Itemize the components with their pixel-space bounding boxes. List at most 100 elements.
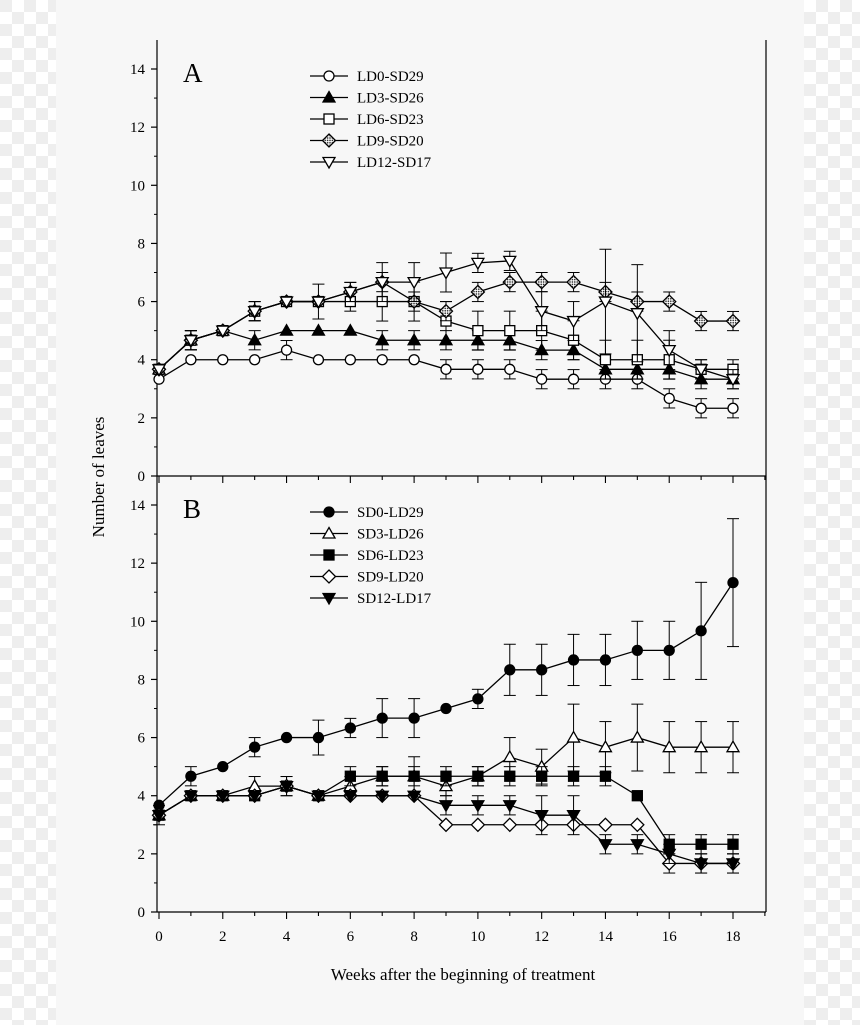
data-point xyxy=(440,363,452,375)
data-point xyxy=(151,364,167,377)
data-point xyxy=(695,838,707,850)
legend-marker xyxy=(321,569,337,584)
data-point xyxy=(502,749,517,763)
data-point xyxy=(438,267,454,280)
data-point xyxy=(534,274,550,290)
y-tick-label: 8 xyxy=(138,672,146,688)
data-point xyxy=(472,770,484,782)
legend-label: LD6-SD23 xyxy=(357,112,424,128)
data-point xyxy=(249,354,261,366)
legend-label: LD9-SD20 xyxy=(357,134,424,150)
data-point xyxy=(470,257,486,271)
y-tick-label: 14 xyxy=(130,498,146,514)
data-point xyxy=(312,354,325,366)
legend-label: LD12-SD17 xyxy=(357,155,432,171)
data-point xyxy=(599,354,612,366)
legend-marker xyxy=(323,113,335,125)
legend-label: LD0-SD29 xyxy=(357,69,424,85)
data-point xyxy=(375,790,390,804)
data-point xyxy=(630,839,645,852)
data-point xyxy=(567,770,580,782)
data-point xyxy=(438,800,454,813)
x-tick-label: 16 xyxy=(662,929,678,945)
data-point xyxy=(343,323,358,336)
data-point xyxy=(247,332,262,346)
legend-marker xyxy=(321,592,337,606)
legend-label: SD9-LD20 xyxy=(357,570,424,586)
data-point xyxy=(630,730,645,743)
data-point xyxy=(598,296,613,309)
legend-marker xyxy=(323,549,335,561)
data-point xyxy=(725,374,741,387)
legend: SD0-LD29 SD3-LD26 SD6-LD23 SD9-LD20 SD12-LD1… xyxy=(310,505,432,607)
data-point xyxy=(567,654,580,666)
panel-a: 0 2 4 6 8 10 12 14 A LD0-SD29 LD3-SD26 LD6-SD23 LD9-… xyxy=(130,40,767,485)
legend-marker xyxy=(321,133,337,148)
data-point xyxy=(504,363,516,375)
data-point xyxy=(534,810,549,823)
data-point xyxy=(630,308,645,321)
data-point xyxy=(440,770,452,782)
y-tick-label: 4 xyxy=(138,789,146,805)
x-tick-label: 8 xyxy=(410,929,418,945)
y-tick-label: 6 xyxy=(138,731,146,747)
data-point xyxy=(567,373,580,385)
legend-label: SD6-LD23 xyxy=(357,548,424,564)
data-point xyxy=(566,810,581,823)
data-point xyxy=(247,306,262,319)
data-point xyxy=(376,712,388,724)
legend-marker xyxy=(321,90,337,103)
y-tick-label: 4 xyxy=(138,353,146,369)
data-point xyxy=(599,770,612,782)
data-point xyxy=(598,839,613,852)
data-point xyxy=(631,790,643,802)
legend-marker xyxy=(323,506,335,518)
data-point xyxy=(311,296,326,309)
y-tick-label: 10 xyxy=(130,178,145,194)
data-point xyxy=(693,858,709,871)
legend-label: SD3-LD26 xyxy=(357,527,424,543)
data-point xyxy=(311,790,326,804)
data-point xyxy=(472,363,484,375)
data-point xyxy=(343,286,358,300)
data-point xyxy=(695,402,707,414)
legend-label: SD12-LD17 xyxy=(357,591,432,607)
data-point xyxy=(725,313,741,329)
x-tick-label: 6 xyxy=(347,929,355,945)
data-point xyxy=(502,274,518,290)
data-point xyxy=(663,392,675,405)
legend-label: SD0-LD29 xyxy=(357,505,424,521)
data-point xyxy=(470,284,486,300)
series-ld0-sd29 xyxy=(153,340,739,419)
legend-marker xyxy=(321,156,337,170)
y-tick-label: 2 xyxy=(138,847,146,863)
data-point xyxy=(504,324,516,337)
data-point xyxy=(472,324,484,337)
data-point xyxy=(406,790,422,804)
data-point xyxy=(440,702,452,715)
x-tick-label: 12 xyxy=(534,929,549,945)
data-point xyxy=(504,664,516,676)
data-point xyxy=(662,344,677,358)
data-point xyxy=(376,354,388,366)
legend-marker xyxy=(321,526,337,539)
data-point xyxy=(598,739,613,753)
y-axis-label: Number of leaves xyxy=(89,417,108,538)
data-point xyxy=(598,817,613,833)
x-tick-label: 18 xyxy=(726,929,741,945)
y-tick-label: 14 xyxy=(130,62,146,78)
data-point xyxy=(662,739,677,753)
data-point xyxy=(438,303,454,319)
data-point xyxy=(343,790,358,804)
y-tick-label: 0 xyxy=(138,905,146,921)
y-tick-label: 12 xyxy=(130,556,145,572)
data-point xyxy=(249,741,261,753)
panel-label: A xyxy=(183,58,203,88)
data-point xyxy=(502,800,517,813)
legend-marker xyxy=(323,70,335,82)
data-point xyxy=(279,323,294,336)
data-point xyxy=(185,354,197,366)
y-tick-label: 8 xyxy=(138,236,146,252)
